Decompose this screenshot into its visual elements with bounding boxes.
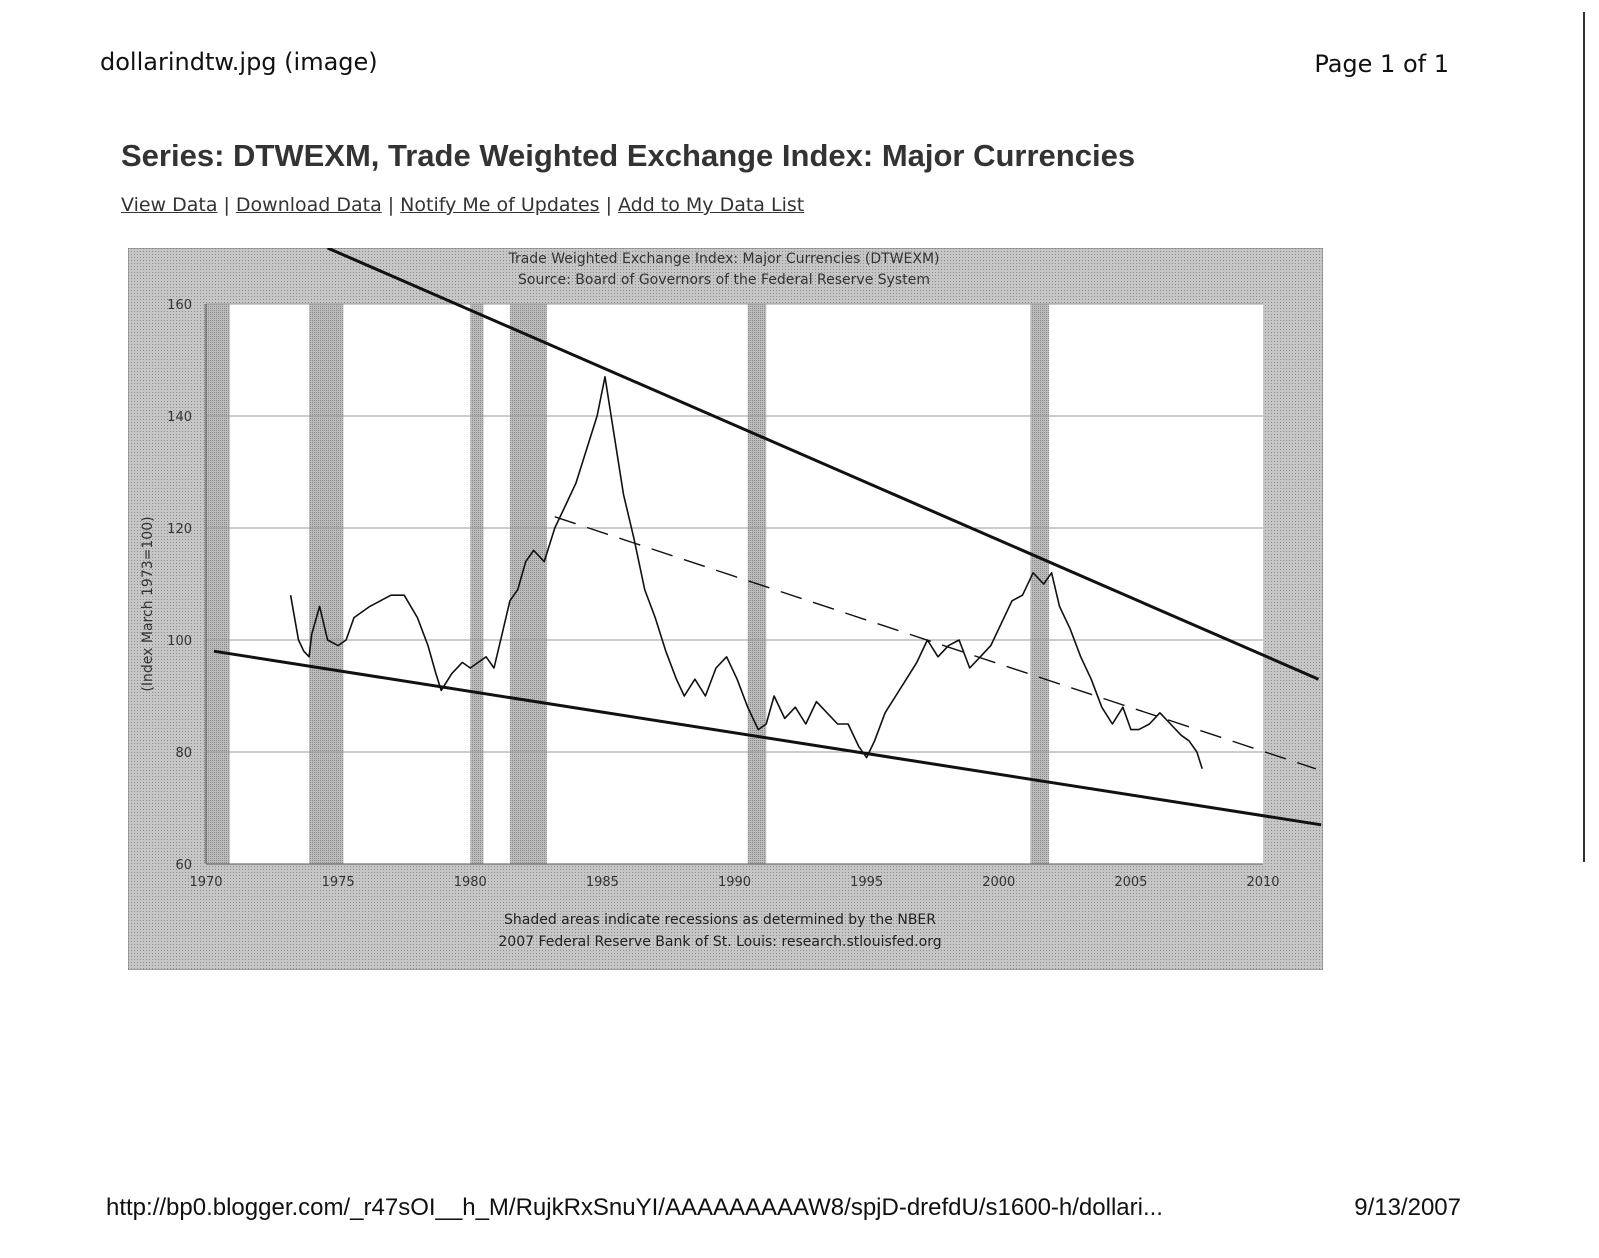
download-data-link[interactable]: Download Data — [235, 194, 382, 216]
x-tick-label: 2005 — [1114, 875, 1147, 890]
series-group — [289, 376, 1203, 770]
notify-updates-link[interactable]: Notify Me of Updates — [400, 194, 600, 216]
page-title: Series: DTWEXM, Trade Weighted Exchange … — [121, 138, 1136, 173]
y-axis-label: (Index March 1973=100) — [140, 516, 156, 691]
recession-band — [309, 304, 344, 864]
add-to-data-list-link[interactable]: Add to My Data List — [617, 194, 805, 216]
print-header-page-number: Page 1 of 1 — [1314, 50, 1449, 78]
print-header-filename: dollarindtw.jpg (image) — [100, 48, 378, 76]
chart-container: 60 80 100 120 140 160 1970 1975 1980 1985 1990 199… — [128, 248, 1323, 970]
x-tick-label: 2010 — [1246, 875, 1279, 890]
series-line — [289, 376, 1203, 770]
x-tick-label: 2000 — [982, 875, 1015, 890]
link-separator: | — [223, 194, 230, 216]
y-tick-label: 140 — [167, 410, 192, 425]
x-tick-labels: 1970 1975 1980 1985 1990 1995 2000 2005 2010 — [189, 875, 1279, 890]
chart-title: Trade Weighted Exchange Index: Major Cur… — [507, 251, 939, 267]
y-tick-label: 60 — [175, 858, 192, 873]
link-separator: | — [605, 194, 612, 216]
recession-band — [203, 304, 230, 864]
x-tick-label: 1995 — [850, 875, 883, 890]
chart-credit: 2007 Federal Reserve Bank of St. Louis: … — [498, 934, 941, 950]
chart-subtitle: Source: Board of Governors of the Federa… — [518, 272, 930, 288]
solid-trendline — [326, 248, 1320, 681]
recession-band — [470, 304, 484, 864]
y-tick-label: 160 — [167, 298, 192, 313]
recession-band — [509, 304, 547, 864]
y-tick-label: 100 — [167, 634, 192, 649]
plot-area — [206, 304, 1263, 864]
x-tick-label: 1985 — [586, 875, 619, 890]
trendlines — [213, 248, 1322, 827]
y-tick-label: 120 — [167, 522, 192, 537]
y-tick-label: 80 — [175, 746, 192, 761]
chart-svg: 60 80 100 120 140 160 1970 1975 1980 1985 1990 199… — [128, 248, 1323, 970]
chart-footnote: Shaded areas indicate recessions as dete… — [504, 912, 936, 928]
x-tick-label: 1990 — [718, 875, 751, 890]
x-tick-label: 1975 — [322, 875, 355, 890]
print-footer-date: 9/13/2007 — [1354, 1194, 1461, 1221]
recession-band — [1030, 304, 1049, 864]
scan-edge-line — [1583, 12, 1585, 862]
print-footer-url: http://bp0.blogger.com/_r47sOI__h_M/Rujk… — [106, 1194, 1163, 1221]
x-tick-label: 1970 — [189, 875, 222, 890]
y-tick-labels: 60 80 100 120 140 160 — [167, 298, 192, 873]
action-links: View Data | Download Data | Notify Me of Upd… — [121, 194, 804, 216]
x-tick-label: 1980 — [454, 875, 487, 890]
link-separator: | — [387, 194, 395, 216]
view-data-link[interactable]: View Data — [121, 194, 218, 216]
solid-trendline — [213, 649, 1322, 827]
